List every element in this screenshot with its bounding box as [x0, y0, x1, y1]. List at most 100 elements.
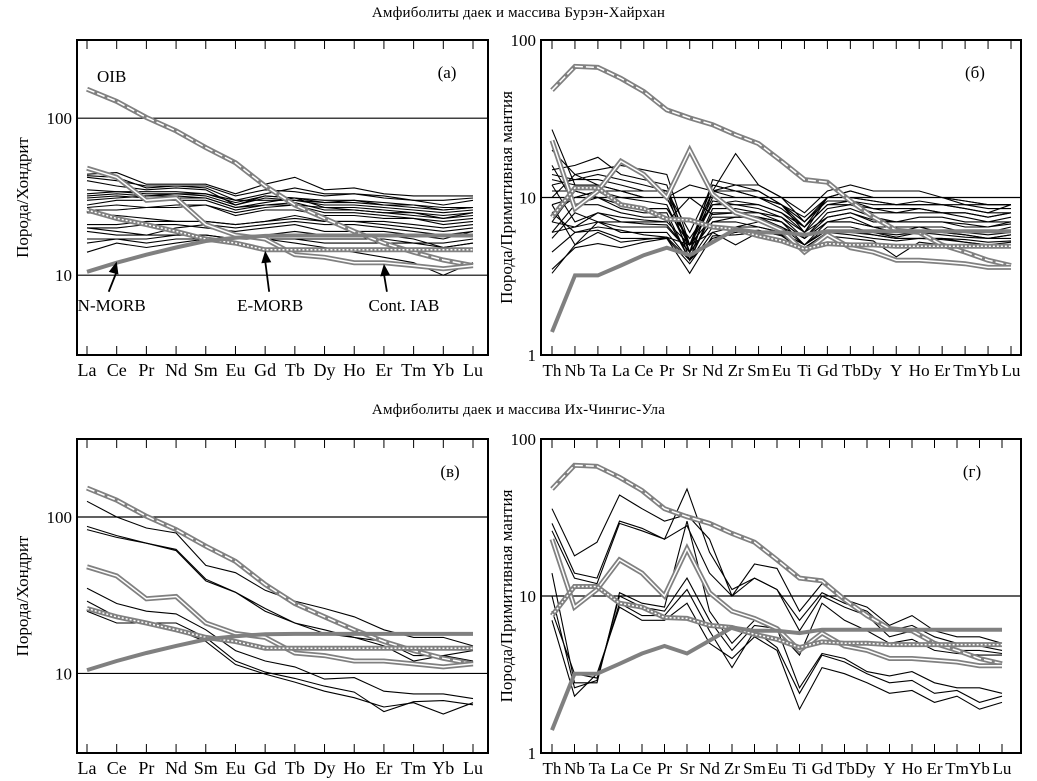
reference-cont-iab — [549, 139, 1011, 270]
series-sample-18 — [86, 238, 474, 249]
plot-frame — [540, 438, 1022, 754]
series-sample-1 — [86, 172, 473, 197]
reference-oib-inner — [86, 487, 474, 665]
x-tick-label: Tb — [285, 360, 305, 380]
annotation-arrow — [107, 271, 118, 293]
panel-label: (в) — [440, 462, 459, 481]
reference-cont-iab-inner — [86, 167, 474, 270]
reference-e-morb-inner — [86, 607, 473, 649]
group-title-buren-khairkhan: Амфиболиты даек и массива Бурэн-Хайрхан — [371, 5, 666, 21]
y-tick-label: 10 — [55, 266, 72, 285]
y-axis-label: Порода/Примитивная мантия — [497, 489, 516, 702]
series-sample-3 — [551, 522, 1003, 655]
x-tick-label: Sm — [194, 360, 218, 380]
x-tick-label: Dy — [314, 360, 336, 380]
reference-cont-iab — [86, 564, 474, 670]
x-tick-label: Tb — [285, 758, 305, 778]
y-tick-label: 1 — [528, 744, 537, 763]
x-tick-label: La — [78, 360, 97, 380]
x-tick-label: Er — [926, 759, 942, 778]
series-sample-21 — [551, 184, 1012, 234]
series-sample-5 — [551, 577, 1003, 694]
x-tick-label: Sm — [747, 361, 770, 380]
x-tick-label: Lu — [993, 759, 1012, 778]
x-tick-label: Ho — [902, 759, 923, 778]
x-tick-label: Pr — [657, 759, 672, 778]
x-tick-label: Dy — [314, 758, 336, 778]
reference-e-morb-inner — [551, 187, 1011, 250]
x-tick-label: Er — [375, 758, 392, 778]
panel-label: (г) — [963, 462, 981, 481]
series-sample-9 — [86, 195, 474, 219]
annotation-arrow — [264, 260, 271, 292]
x-tick-label: Nd — [165, 360, 187, 380]
annotation-label: OIB — [97, 67, 126, 86]
annotation-label: E-MORB — [237, 296, 303, 315]
panel-v: La Ce Pr Nd Sm Eu Gd Tb Dy Ho Er Tm Yb Lu 10 100 Порода/… — [13, 438, 489, 778]
reference-oib-inner — [551, 464, 1003, 665]
x-tick-label: Nb — [564, 759, 585, 778]
x-tick-label: Pr — [659, 361, 674, 380]
reference-e-morb-inner — [86, 209, 473, 251]
arrow-head-icon — [108, 261, 119, 275]
x-tick-label: Lu — [1002, 361, 1021, 380]
x-tick-label: Ta — [589, 759, 606, 778]
arrow-head-icon — [261, 250, 272, 264]
x-tick-label: Ce — [634, 361, 653, 380]
series-sample-11 — [551, 190, 1012, 262]
x-tick-label: Ho — [343, 360, 365, 380]
plot-area — [549, 63, 1012, 333]
reference-n-morb-line — [86, 631, 473, 673]
series-sample-4 — [86, 587, 474, 700]
series-sample-15 — [86, 220, 474, 236]
reference-e-morb — [86, 606, 473, 651]
reference-n-morb-line — [550, 625, 1002, 731]
annotation-label: Cont. IAB — [369, 296, 440, 315]
y-tick-label: 100 — [511, 31, 537, 50]
plot-frame — [540, 39, 1022, 356]
x-tick-label: Yb — [969, 759, 990, 778]
reference-n-morb-line — [550, 227, 1011, 333]
group-title-ikh-chingis-ula: Амфиболиты даек и массива Их-Чингис-Ула — [371, 402, 666, 418]
series-sample-13 — [86, 212, 474, 229]
panel-label: (б) — [965, 63, 985, 82]
x-tick-label: Tm — [953, 361, 977, 380]
panel-g: Th Nb Ta La Ce Pr Sr Nd Zr Sm Eu Ti Gd TbDy Y Ho Er Tm Yb L… — [497, 430, 1022, 778]
x-tick-label: Pr — [138, 360, 154, 380]
x-tick-label: Nd — [702, 361, 723, 380]
x-tick-label: Gd — [254, 360, 276, 380]
series-sample-3 — [86, 529, 474, 662]
y-tick-label: 100 — [47, 508, 73, 527]
x-tick-label: Ho — [343, 758, 365, 778]
reference-e-morb-outer — [550, 584, 1002, 651]
series-sample-6 — [551, 588, 1003, 703]
x-tick-label: Sr — [679, 759, 694, 778]
reference-e-morb-outer — [86, 606, 473, 651]
reference-cont-iab-inner — [551, 140, 1011, 269]
series-sample-1 — [551, 494, 1003, 644]
plot-area — [86, 485, 474, 715]
x-tick-label: Ce — [107, 758, 127, 778]
series-sample-8 — [552, 190, 1012, 247]
reference-cont-iab — [86, 165, 474, 272]
series-sample-20 — [87, 230, 474, 249]
reference-e-morb — [86, 207, 473, 253]
x-tick-label: Er — [375, 360, 392, 380]
series-sample-12 — [87, 204, 474, 226]
x-tick-label: La — [78, 758, 97, 778]
x-tick-label: Sm — [194, 758, 218, 778]
x-tick-label: Th — [543, 759, 562, 778]
series-sample-10 — [86, 199, 474, 219]
reference-n-morb — [550, 625, 1002, 731]
x-tick-label: Nd — [699, 759, 720, 778]
x-tick-label: Th — [543, 361, 562, 380]
reference-cont-iab — [549, 538, 1002, 669]
x-tick-label: Y — [883, 759, 895, 778]
x-tick-label: Ta — [590, 361, 607, 380]
x-tick-label: La — [612, 361, 630, 380]
x-tick-label: Tm — [401, 758, 426, 778]
x-tick-label: Lu — [463, 360, 483, 380]
x-tick-label: La — [611, 759, 629, 778]
y-axis-label: Порода/Хондрит — [13, 535, 32, 656]
